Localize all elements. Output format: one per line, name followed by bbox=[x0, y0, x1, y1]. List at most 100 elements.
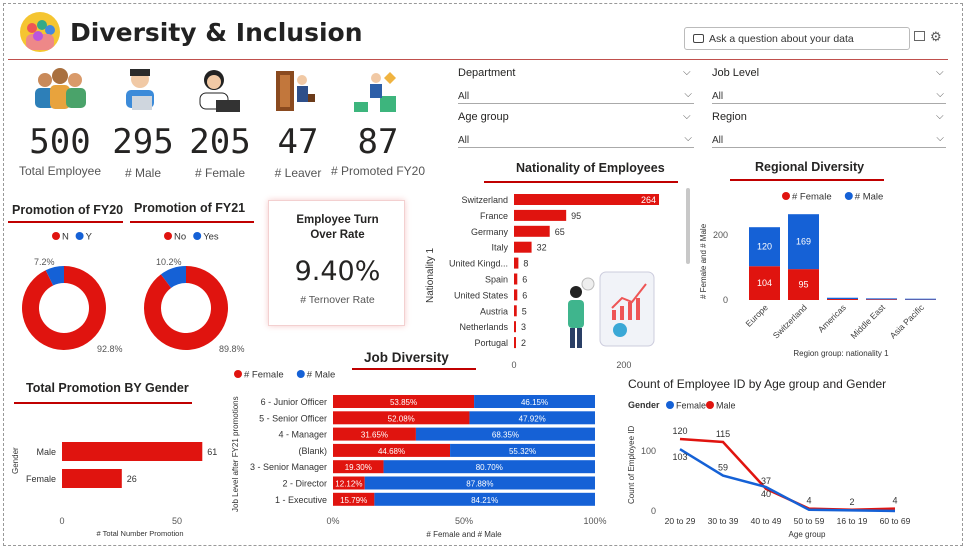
slicer-region-dropdown[interactable]: All ⌵ bbox=[712, 131, 946, 148]
job-diversity-female-label: 12.12% bbox=[335, 480, 362, 489]
nationality-bar bbox=[514, 321, 516, 333]
regional-female-bar bbox=[827, 299, 858, 300]
nationality-category-label: Germany bbox=[471, 227, 509, 237]
qa-label: Ask a question about your data bbox=[709, 33, 854, 45]
job-diversity-xlabel: # Female and # Male bbox=[426, 530, 502, 539]
nationality-category-label: France bbox=[480, 211, 508, 221]
kpi-promoted-label: # Promoted FY20 bbox=[330, 164, 426, 178]
nationality-xtick: 0 bbox=[511, 360, 516, 370]
promo-fy20-slice bbox=[21, 266, 106, 350]
job-diversity-category-label: 5 - Senior Officer bbox=[259, 413, 327, 423]
chevron-down-icon: ⌵ bbox=[684, 133, 692, 144]
job-diversity-male-label: 47.92% bbox=[519, 414, 546, 423]
promo-fy21-legend-label: Yes bbox=[203, 232, 219, 243]
job-diversity-female-label: 53.85% bbox=[390, 398, 417, 407]
job-diversity-male-label: 68.35% bbox=[492, 431, 519, 440]
people-logo-icon bbox=[26, 20, 55, 50]
gear-icon[interactable]: ⚙ bbox=[930, 29, 942, 44]
age-gender-data-label: 59 bbox=[718, 463, 728, 473]
promo-fy20-legend-marker bbox=[52, 232, 60, 240]
job-diversity-ylabel: Job Level after FY21 promotions bbox=[231, 396, 240, 512]
promo-fy20-legend-marker bbox=[75, 232, 84, 240]
scrollbar[interactable] bbox=[686, 188, 690, 264]
turnover-title: Employee Turn Over Rate bbox=[296, 214, 379, 241]
total-promo-value-label: 61 bbox=[207, 447, 217, 457]
regional-category-label: Switzerland bbox=[771, 302, 809, 340]
nationality-bar bbox=[514, 194, 659, 205]
nationality-category-label: Switzerland bbox=[461, 195, 508, 205]
nationality-category-label: Netherlands bbox=[459, 322, 508, 332]
promo-fy20-legend-label: N bbox=[62, 232, 69, 243]
chevron-down-icon[interactable]: ⌵ bbox=[936, 111, 944, 122]
chevron-down-icon: ⌵ bbox=[936, 133, 944, 144]
slicer-joblevel-dropdown[interactable]: All ⌵ bbox=[712, 87, 946, 104]
slicer-region-value: All bbox=[712, 135, 724, 146]
group-people-icon bbox=[35, 68, 86, 109]
turnover-value: 9.40% bbox=[294, 256, 381, 287]
promo-fy21-legend-marker bbox=[164, 232, 172, 240]
age-gender-title: Count of Employee ID by Age group and Ge… bbox=[628, 377, 887, 391]
regional-legend-marker bbox=[782, 192, 790, 200]
regional-legend-label: # Female bbox=[792, 192, 832, 203]
regional-male-label: 169 bbox=[796, 237, 811, 247]
job-diversity-male-label: 46.15% bbox=[521, 398, 548, 407]
total-promo-bar bbox=[62, 469, 122, 488]
nationality-value-label: 95 bbox=[571, 211, 581, 221]
kpi-male-value: 295 bbox=[112, 122, 174, 162]
promo-fy21-slice bbox=[160, 266, 186, 288]
slicer-department-dropdown[interactable]: All ⌵ bbox=[458, 87, 694, 104]
total-promo-xtick: 50 bbox=[172, 516, 182, 526]
job-diversity-legend-marker bbox=[234, 370, 242, 378]
age-gender-xtick: 20 to 29 bbox=[665, 516, 696, 526]
age-gender-data-label: 37 bbox=[761, 476, 771, 486]
chevron-down-icon: ⌵ bbox=[936, 89, 944, 100]
age-gender-xtick: 60 to 69 bbox=[880, 516, 911, 526]
job-diversity-legend-label: # Female bbox=[244, 370, 284, 381]
age-gender-female-line bbox=[679, 448, 896, 513]
turnover-card: Employee Turn Over Rate 9.40% # Ternover… bbox=[268, 200, 405, 326]
job-diversity-category-label: 4 - Manager bbox=[278, 430, 327, 440]
promo-fy21-legend-marker bbox=[193, 232, 202, 240]
job-diversity-male-bar bbox=[364, 476, 595, 490]
total-promo-rule bbox=[14, 402, 192, 404]
age-gender-data-label: 40 bbox=[761, 489, 771, 499]
job-diversity-male-bar bbox=[474, 395, 595, 408]
nationality-value-label: 3 bbox=[521, 322, 526, 332]
regional-xlabel: Region group: nationality 1 bbox=[793, 349, 889, 358]
chevron-down-icon[interactable]: ⌵ bbox=[683, 67, 691, 78]
chevron-down-icon[interactable]: ⌵ bbox=[936, 67, 944, 78]
promotion-stairs-icon bbox=[354, 72, 396, 112]
age-gender-chart: Gender Female Male Count of Employee ID 0 100… bbox=[627, 400, 911, 539]
nationality-bar bbox=[514, 305, 517, 317]
nationality-category-label: Italy bbox=[491, 243, 508, 253]
qa-input[interactable]: Ask a question about your data bbox=[684, 27, 910, 50]
regional-male-bar bbox=[827, 297, 858, 300]
regional-chart: # Female # Male # Female and # Male 0 200 104… bbox=[699, 192, 936, 358]
nationality-value-label: 65 bbox=[555, 227, 565, 237]
age-gender-data-label: 115 bbox=[716, 429, 730, 439]
title-rule bbox=[8, 59, 948, 60]
regional-male-bar bbox=[905, 298, 936, 300]
total-promo-chart: Gender Male 61 Female 26 0 50 # Total Number Pr… bbox=[11, 442, 217, 538]
regional-male-label: 120 bbox=[757, 242, 772, 252]
slicer-agegroup-dropdown[interactable]: All ⌵ bbox=[458, 131, 694, 148]
total-promo-category-label: Male bbox=[36, 447, 56, 457]
chat-bubble-icon bbox=[693, 34, 704, 43]
feedback-icon[interactable] bbox=[914, 31, 925, 41]
promo-fy20-data-label: 92.8% bbox=[97, 344, 123, 354]
age-gender-legend-marker bbox=[706, 401, 714, 409]
regional-male-bar bbox=[749, 227, 780, 267]
job-diversity-male-label: 80.70% bbox=[476, 463, 503, 472]
job-diversity-male-bar bbox=[415, 427, 595, 441]
age-gender-xtick: 30 to 39 bbox=[708, 516, 739, 526]
regional-category-label: Middle East bbox=[848, 302, 887, 341]
nationality-value-label: 2 bbox=[521, 338, 526, 348]
slicer-department-label: Department bbox=[458, 67, 516, 79]
job-diversity-category-label: 1 - Executive bbox=[275, 495, 327, 505]
regional-female-bar bbox=[788, 269, 819, 300]
nationality-bar bbox=[514, 225, 550, 237]
chevron-down-icon[interactable]: ⌵ bbox=[683, 111, 691, 122]
regional-ytick: 200 bbox=[713, 230, 728, 240]
job-diversity-xtick: 100% bbox=[583, 516, 606, 526]
job-diversity-legend-label: # Male bbox=[307, 370, 336, 381]
